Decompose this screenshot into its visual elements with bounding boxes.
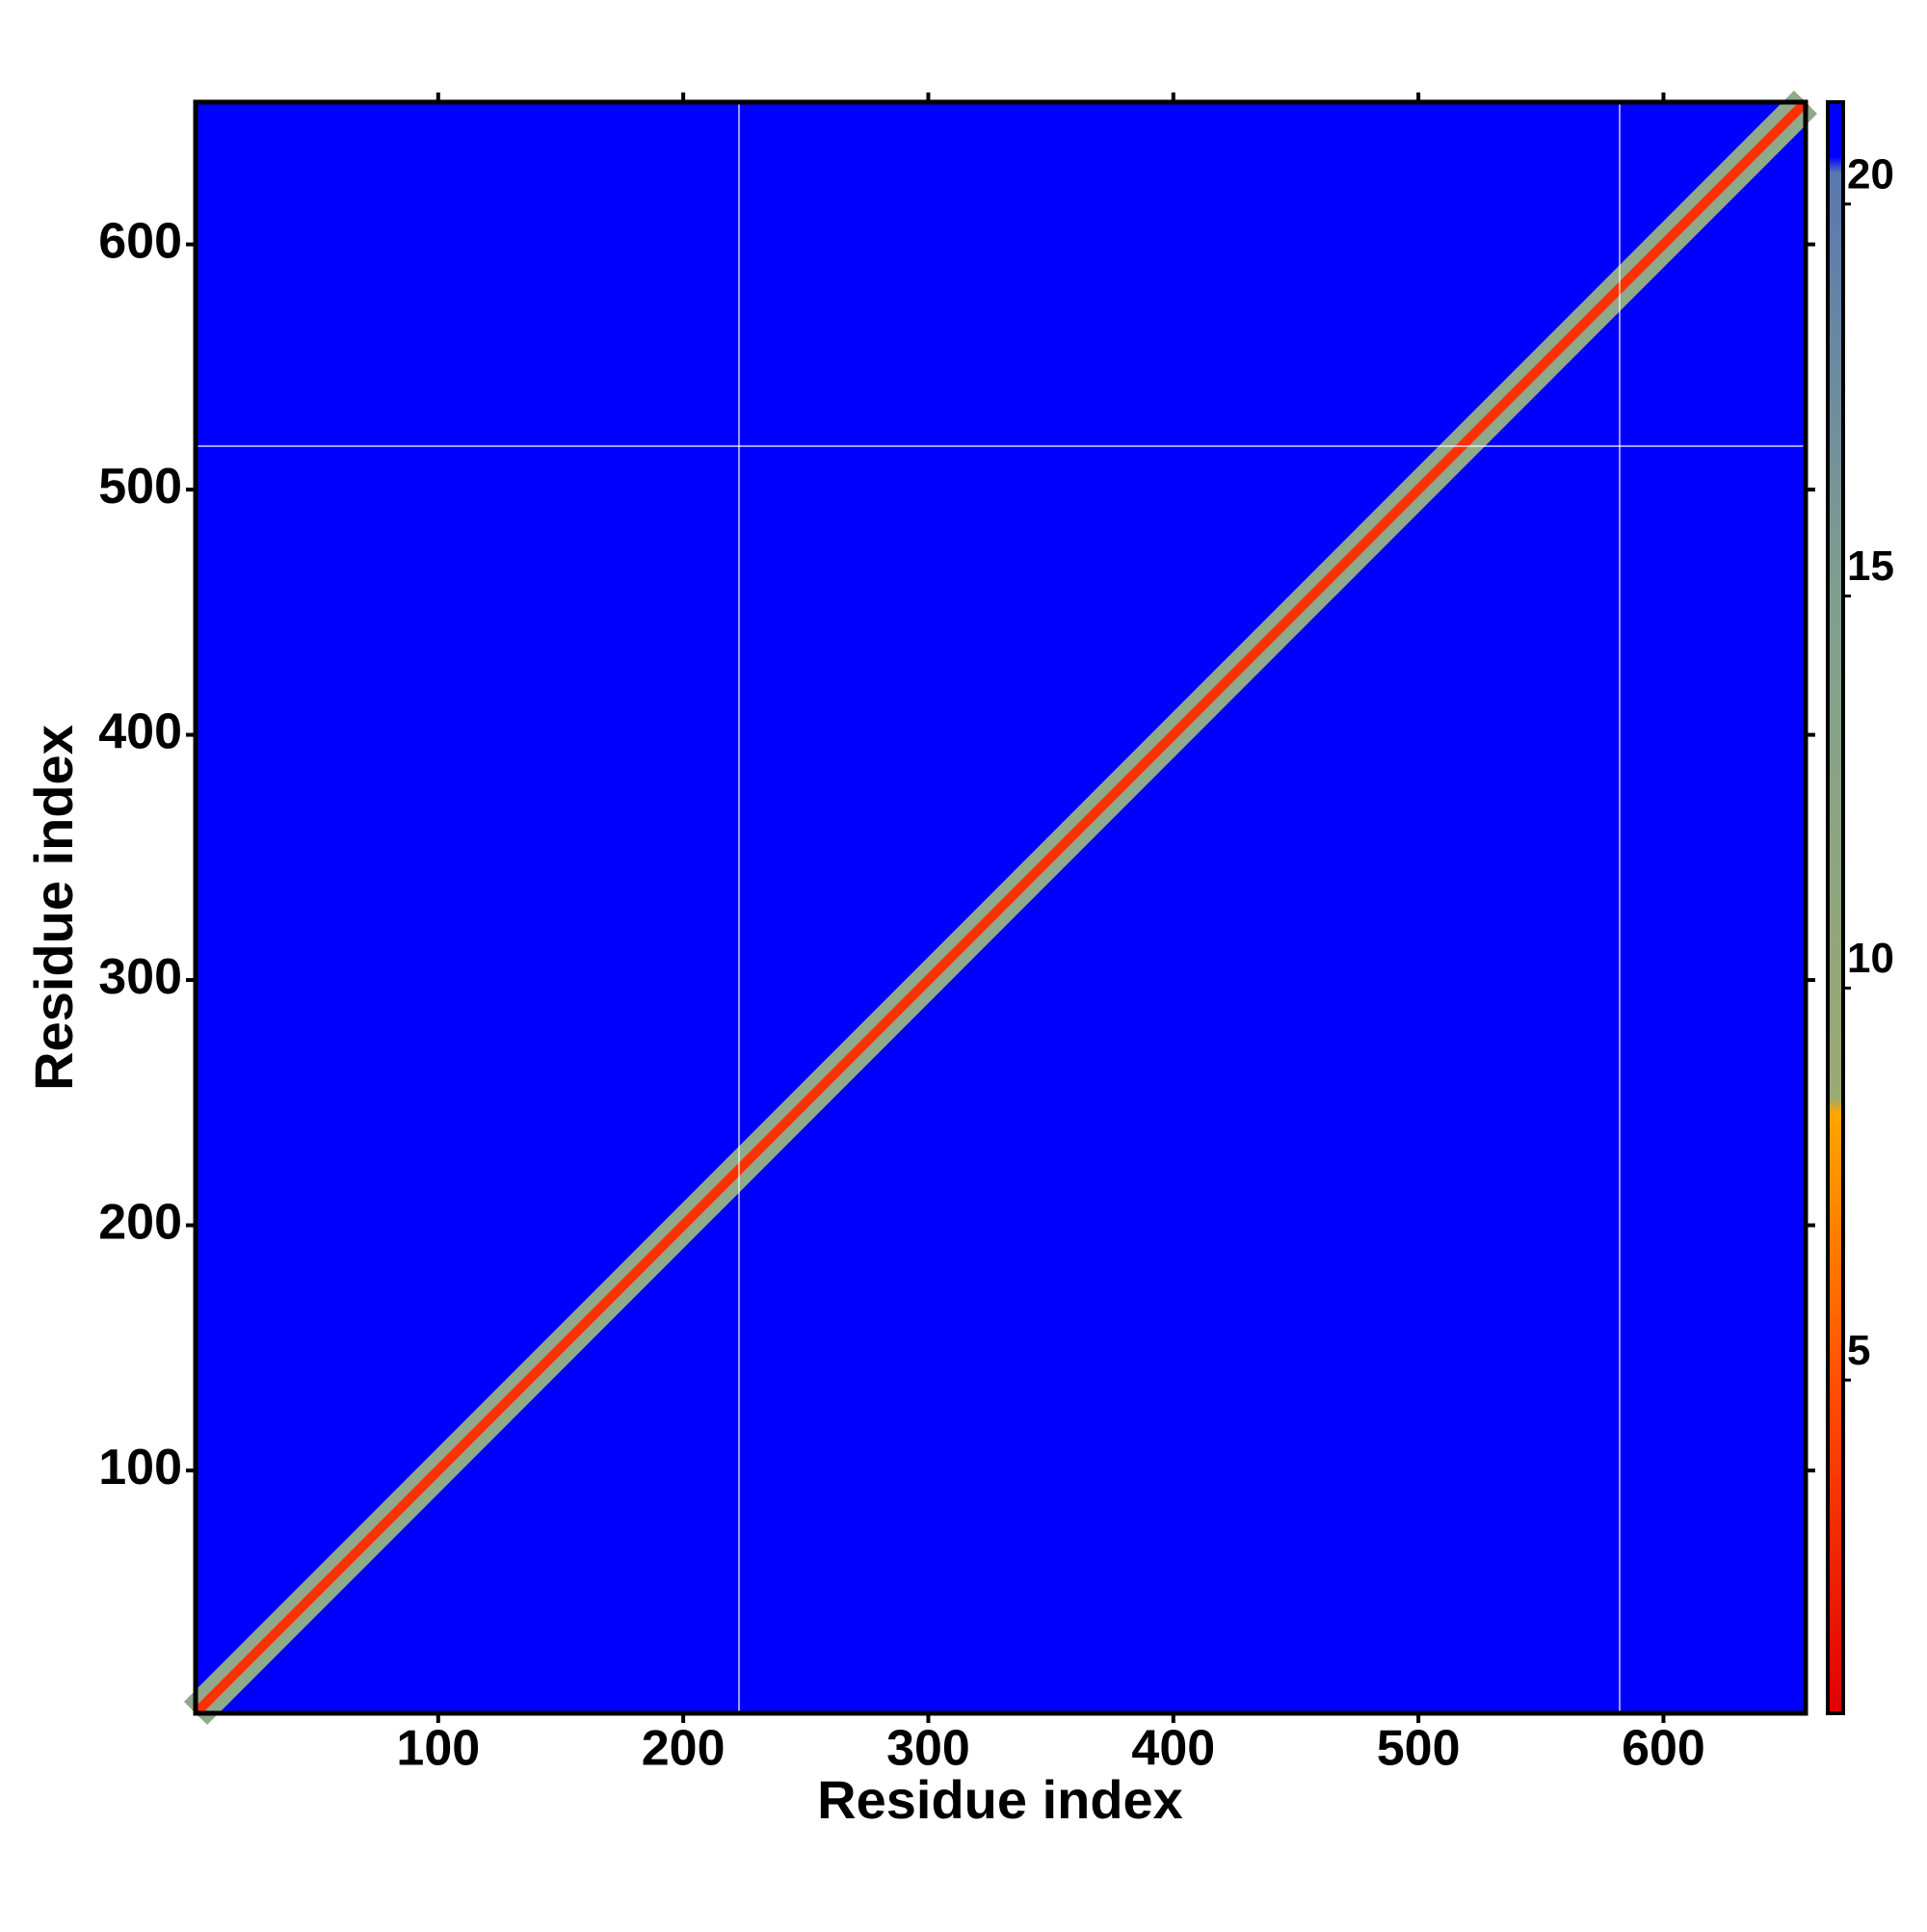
- y-tick-label: 300: [98, 949, 182, 1005]
- y-tick-label: 500: [98, 459, 182, 515]
- x-tick-label: 600: [1622, 1721, 1705, 1777]
- x-tick-label: 100: [396, 1721, 480, 1777]
- colorbar-tick-label: 10: [1847, 935, 1894, 982]
- x-tick-label: 400: [1131, 1721, 1215, 1777]
- colorbar-tick-label: 20: [1847, 150, 1894, 198]
- colorbar-tick-label: 5: [1847, 1327, 1870, 1374]
- y-axis-title: Residue index: [23, 725, 84, 1091]
- y-tick-label: 600: [98, 213, 182, 269]
- y-tick-label: 100: [98, 1440, 182, 1495]
- y-tick-label: 400: [98, 703, 182, 759]
- y-tick-label: 200: [98, 1194, 182, 1250]
- x-axis-title: Residue index: [817, 1769, 1183, 1830]
- plot-frame: [193, 99, 1808, 1716]
- x-tick-label: 300: [886, 1721, 970, 1777]
- x-tick-label: 500: [1377, 1721, 1461, 1777]
- diagonal-core: [192, 98, 1809, 1717]
- x-tick-label: 200: [642, 1721, 726, 1777]
- colorbar: [1826, 100, 1845, 1715]
- colorbar-tick-label: 15: [1847, 543, 1894, 590]
